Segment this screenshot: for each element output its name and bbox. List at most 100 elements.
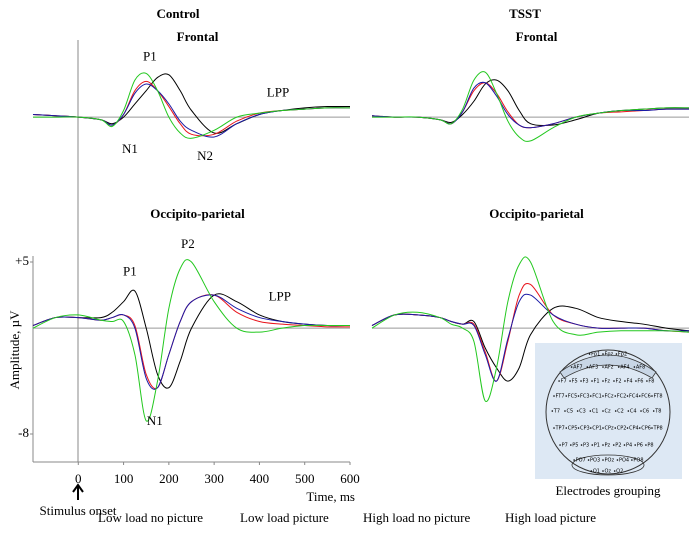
electrode-dot	[576, 410, 579, 412]
electrode-dot	[564, 410, 566, 412]
legend-entry: High load picture	[505, 510, 596, 525]
electrode-dot	[616, 459, 619, 461]
electrode-label: F4	[626, 379, 632, 385]
electrode-label: Oz	[605, 469, 612, 475]
erp-line	[33, 72, 351, 139]
electrode-label: P5	[572, 443, 578, 449]
electrode-dot	[586, 366, 589, 368]
electrode-label: P8	[647, 443, 653, 449]
electrode-dot	[602, 353, 604, 355]
peak-label: P2	[181, 236, 195, 251]
panel-title: Frontal	[177, 29, 219, 44]
electrode-dot	[602, 366, 604, 368]
electrode-dot	[615, 353, 618, 355]
onset-arrow	[72, 483, 84, 500]
y-axis-label: Amplitude, µV	[7, 310, 22, 390]
electrode-dot	[627, 410, 630, 412]
electrode-label: CP4	[629, 426, 639, 432]
electrode-label: CPz	[605, 426, 615, 432]
electrode-dot	[626, 395, 629, 397]
electrode-label: T7	[553, 409, 560, 415]
erp-line	[371, 81, 690, 129]
electrode-dot	[602, 444, 604, 446]
electrode-label: PO7	[576, 458, 586, 464]
electrode-dot	[638, 395, 641, 397]
electrode-label: CP5	[568, 426, 578, 432]
electrode-dot	[580, 444, 583, 446]
electrode-label: FC5	[568, 394, 578, 400]
electrode-label: C1	[592, 409, 599, 415]
frontal-group	[559, 354, 657, 379]
electrode-dot	[614, 410, 617, 412]
electrode-label: F5	[572, 379, 578, 385]
erp-line	[32, 289, 351, 389]
electrode-dot	[631, 459, 633, 461]
electrode-dot	[591, 444, 594, 446]
erp-line	[32, 294, 351, 389]
electrode-dot	[558, 380, 560, 382]
electrode-dot	[651, 427, 653, 429]
x-tick-label: 0	[75, 471, 82, 486]
electrode-label: CP2	[617, 426, 627, 432]
electrode-dot	[553, 427, 555, 429]
electrode-label: FC2	[617, 394, 627, 400]
electrode-dot	[602, 380, 604, 382]
electrode-label: F1	[594, 379, 600, 385]
panel-title: Frontal	[516, 29, 558, 44]
erp-line	[371, 256, 690, 402]
electrode-map: Fp1 Fpz Fp2 AF7 AF3 AFz AF4 AF8 F7 F5 F3 F1 Fz F2 F4 F6…	[535, 343, 682, 479]
electrode-dot	[624, 380, 626, 382]
electrode-dot	[633, 366, 636, 368]
electrode-label: F8	[648, 379, 654, 385]
electrode-dot	[587, 459, 590, 461]
electrode-dot	[589, 395, 592, 397]
electrode-dot	[577, 395, 580, 397]
electrode-label: CP3	[580, 426, 590, 432]
electrode-dot	[553, 395, 555, 397]
electrode-dot	[640, 410, 642, 412]
electrode-dot	[613, 380, 615, 382]
peak-label: N1	[147, 413, 163, 428]
electrode-dot	[634, 444, 636, 446]
electrode-label: PO4	[619, 458, 629, 464]
electrode-dot	[638, 427, 641, 429]
electrode-dot	[570, 366, 573, 368]
erp-line	[32, 80, 351, 137]
electrode-label: PO3	[590, 458, 600, 464]
electrode-dot	[589, 427, 592, 429]
electrode-dot	[559, 444, 561, 446]
electrode-dot	[565, 395, 568, 397]
electrode-dot	[645, 444, 647, 446]
legend-entry: High load no picture	[363, 510, 470, 525]
electrode-label: CP6	[641, 426, 651, 432]
electrode-dot	[635, 380, 637, 382]
peak-label: P1	[143, 49, 157, 64]
electrode-dot	[652, 410, 655, 412]
x-tick-label: 300	[204, 471, 224, 486]
electrode-label: FC3	[580, 394, 590, 400]
electrode-label: P2	[615, 443, 621, 449]
electrode-label: F2	[615, 379, 621, 385]
electrode-label: AF4	[620, 365, 629, 371]
electrode-label: T8	[654, 409, 661, 415]
electrode-label: P1	[594, 443, 600, 449]
onset-label: Stimulus onset	[40, 503, 117, 518]
electrode-label: C4	[630, 409, 637, 415]
y-tick-label: -8	[18, 425, 29, 440]
panel-title: Occipito-parietal	[489, 206, 584, 221]
electrode-dot	[602, 470, 604, 472]
y-tick-label: +5	[15, 253, 29, 268]
electrode-label: Fp2	[618, 352, 627, 358]
electrode-dot	[551, 410, 554, 412]
electrode-label: FT8	[653, 394, 662, 400]
head-outline	[545, 349, 671, 475]
peak-label: N2	[197, 148, 213, 163]
electrode-label: TP7	[555, 426, 565, 432]
electrode-label: TP8	[652, 426, 662, 432]
electrode-label: POz	[605, 458, 615, 464]
electrode-label: Cz	[605, 409, 611, 415]
electrode-dot	[577, 427, 580, 429]
x-tick-label: 400	[250, 471, 270, 486]
electrode-label: P6	[637, 443, 643, 449]
electrode-dot	[573, 459, 575, 461]
